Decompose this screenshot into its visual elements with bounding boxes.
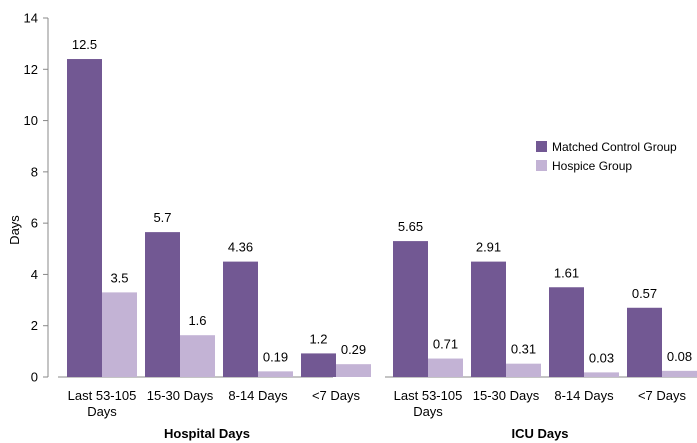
legend-label: Matched Control Group (552, 140, 677, 154)
bar (145, 232, 180, 377)
y-tick-label: 2 (31, 318, 38, 333)
category-label: 8-14 Days (228, 388, 288, 403)
legend-swatch (536, 141, 547, 152)
bar (223, 261, 258, 377)
y-tick-label: 12 (24, 62, 38, 77)
category-label: Days (87, 404, 117, 419)
data-label: 12.5 (72, 37, 97, 52)
bar (393, 241, 428, 377)
group-label: ICU Days (511, 426, 568, 441)
y-tick-label: 6 (31, 216, 38, 231)
data-label: 5.7 (153, 210, 171, 225)
data-label: 0.71 (433, 337, 458, 352)
y-tick-label: 4 (31, 267, 38, 282)
data-label: 2.91 (476, 240, 501, 255)
bar (258, 371, 293, 377)
group-label: Hospital Days (164, 426, 250, 441)
category-label: <7 Days (638, 388, 687, 403)
category-label: 15-30 Days (473, 388, 540, 403)
category-label: Days (413, 404, 443, 419)
category-label: 15-30 Days (147, 388, 214, 403)
legend: Matched Control Group Hospice Group (536, 140, 677, 173)
y-axis: 0 2 4 6 8 10 12 14 (24, 11, 49, 385)
bar (67, 59, 102, 378)
data-label: 0.57 (632, 286, 657, 301)
bar (627, 307, 662, 377)
data-label: 1.6 (188, 313, 206, 328)
data-label: 5.65 (398, 219, 423, 234)
data-label: 0.31 (511, 342, 536, 357)
data-label: 3.5 (110, 270, 128, 285)
data-label: 0.19 (263, 349, 288, 364)
data-label: 1.61 (554, 265, 579, 280)
legend-label: Hospice Group (552, 159, 632, 173)
bar (662, 370, 697, 377)
data-label: 0.03 (589, 350, 614, 365)
y-tick-label: 14 (24, 11, 38, 26)
bar (301, 353, 336, 377)
category-label: <7 Days (312, 388, 361, 403)
data-label: 0.29 (341, 342, 366, 357)
data-label: 4.36 (228, 240, 253, 255)
data-label: 1.2 (309, 331, 327, 346)
legend-swatch (536, 160, 547, 171)
bar (428, 358, 463, 377)
bar (584, 372, 619, 377)
category-label: Last 53-105 (68, 388, 137, 403)
bar (471, 261, 506, 377)
y-tick-label: 0 (31, 370, 38, 385)
data-label: 0.08 (667, 349, 692, 364)
bar (180, 335, 215, 377)
category-label: 8-14 Days (554, 388, 614, 403)
bar (336, 364, 371, 377)
category-label: Last 53-105 (394, 388, 463, 403)
y-axis-label: Days (7, 215, 22, 245)
bar (102, 292, 137, 377)
bar (549, 287, 584, 377)
y-tick-label: 10 (24, 113, 38, 128)
y-tick-label: 8 (31, 164, 38, 179)
bar (506, 363, 541, 377)
